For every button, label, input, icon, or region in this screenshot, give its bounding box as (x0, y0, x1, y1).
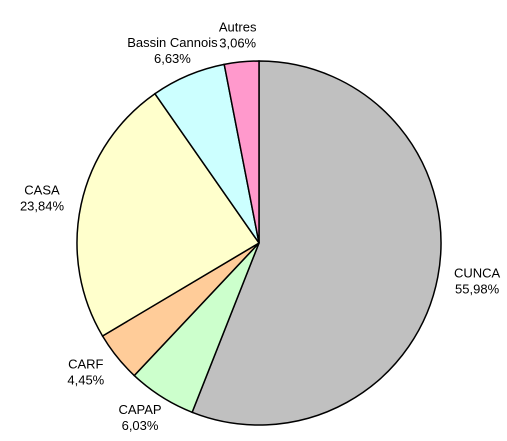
slice-name: Bassin Cannois (127, 35, 218, 50)
slice-value-label: 55,98% (455, 281, 500, 296)
slice-name: CAPAP (118, 402, 161, 417)
slice-value-label: 6,63% (154, 51, 191, 66)
pie-slice (223, 60, 260, 244)
slice-value-label: 6,03% (122, 418, 159, 433)
slice-name: CARF (68, 357, 103, 372)
slice-value-label: 4,45% (67, 373, 104, 388)
slice-name: CUNCA (454, 265, 501, 280)
pie-slice (191, 60, 442, 426)
slice-name: Autres (219, 19, 257, 34)
slice-value-label: 23,84% (20, 198, 65, 213)
slice-name: CASA (24, 182, 60, 197)
pie-slice (76, 92, 261, 338)
slice-value-label: 3,06% (219, 35, 256, 50)
